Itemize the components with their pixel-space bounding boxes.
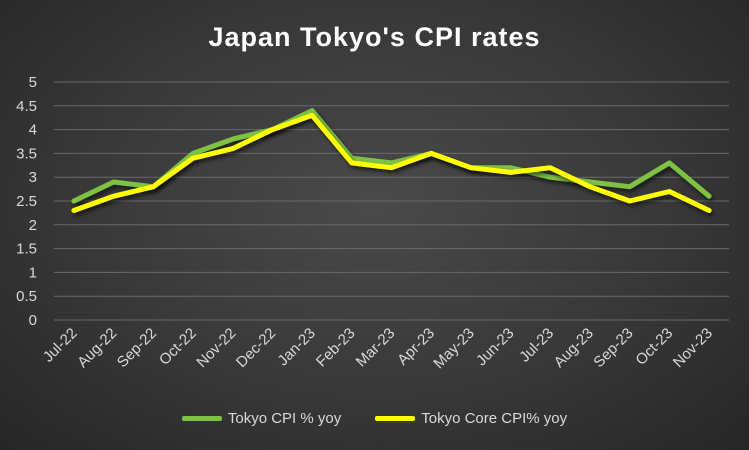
x-tick-label: Dec-22 xyxy=(233,325,279,371)
chart-title: Japan Tokyo's CPI rates xyxy=(208,22,541,52)
y-tick-label: 5 xyxy=(29,74,37,91)
legend-item-core-cpi: Tokyo Core CPI% yoy xyxy=(375,410,567,427)
x-tick-label: Sep-22 xyxy=(114,325,160,371)
y-tick-label: 0 xyxy=(29,312,37,329)
x-tick-label: Aug-22 xyxy=(74,325,120,371)
series-line-cpi xyxy=(71,108,712,204)
x-tick-label: Mar-23 xyxy=(353,325,399,371)
y-tick-label: 2 xyxy=(29,217,37,234)
y-tick-label: 0.5 xyxy=(16,288,37,305)
legend-label-cpi: Tokyo CPI % yoy xyxy=(227,410,342,427)
x-tick-label: May-23 xyxy=(430,325,477,372)
legend-swatch-cpi xyxy=(181,416,222,421)
y-tick-label: 4.5 xyxy=(16,98,37,115)
y-tick-label: 1.5 xyxy=(16,241,37,258)
x-tick-label: Jan-23 xyxy=(274,325,318,369)
y-tick-label: 3.5 xyxy=(16,145,37,162)
x-tick-label: Sep-23 xyxy=(590,325,636,371)
x-tick-label: Jun-23 xyxy=(473,325,517,369)
x-tick-label: Feb-23 xyxy=(313,325,359,371)
x-tick-label: Oct-22 xyxy=(156,325,200,369)
x-tick-label: Aug-23 xyxy=(551,325,597,371)
y-tick-label: 1 xyxy=(29,264,37,281)
legend-label-core-cpi: Tokyo Core CPI% yoy xyxy=(421,410,568,427)
x-tick-label: Nov-22 xyxy=(193,325,239,371)
y-tick-label: 2.5 xyxy=(16,193,37,210)
y-tick-label: 3 xyxy=(29,169,37,186)
legend-item-cpi: Tokyo CPI % yoy xyxy=(181,410,342,427)
x-tick-label: Nov-23 xyxy=(670,325,716,371)
legend-swatch-core-cpi xyxy=(375,416,416,421)
legend: Tokyo CPI % yoy Tokyo Core CPI% yoy xyxy=(0,410,749,427)
x-tick-label: Oct-23 xyxy=(632,325,676,369)
y-tick-label: 4 xyxy=(29,122,37,139)
